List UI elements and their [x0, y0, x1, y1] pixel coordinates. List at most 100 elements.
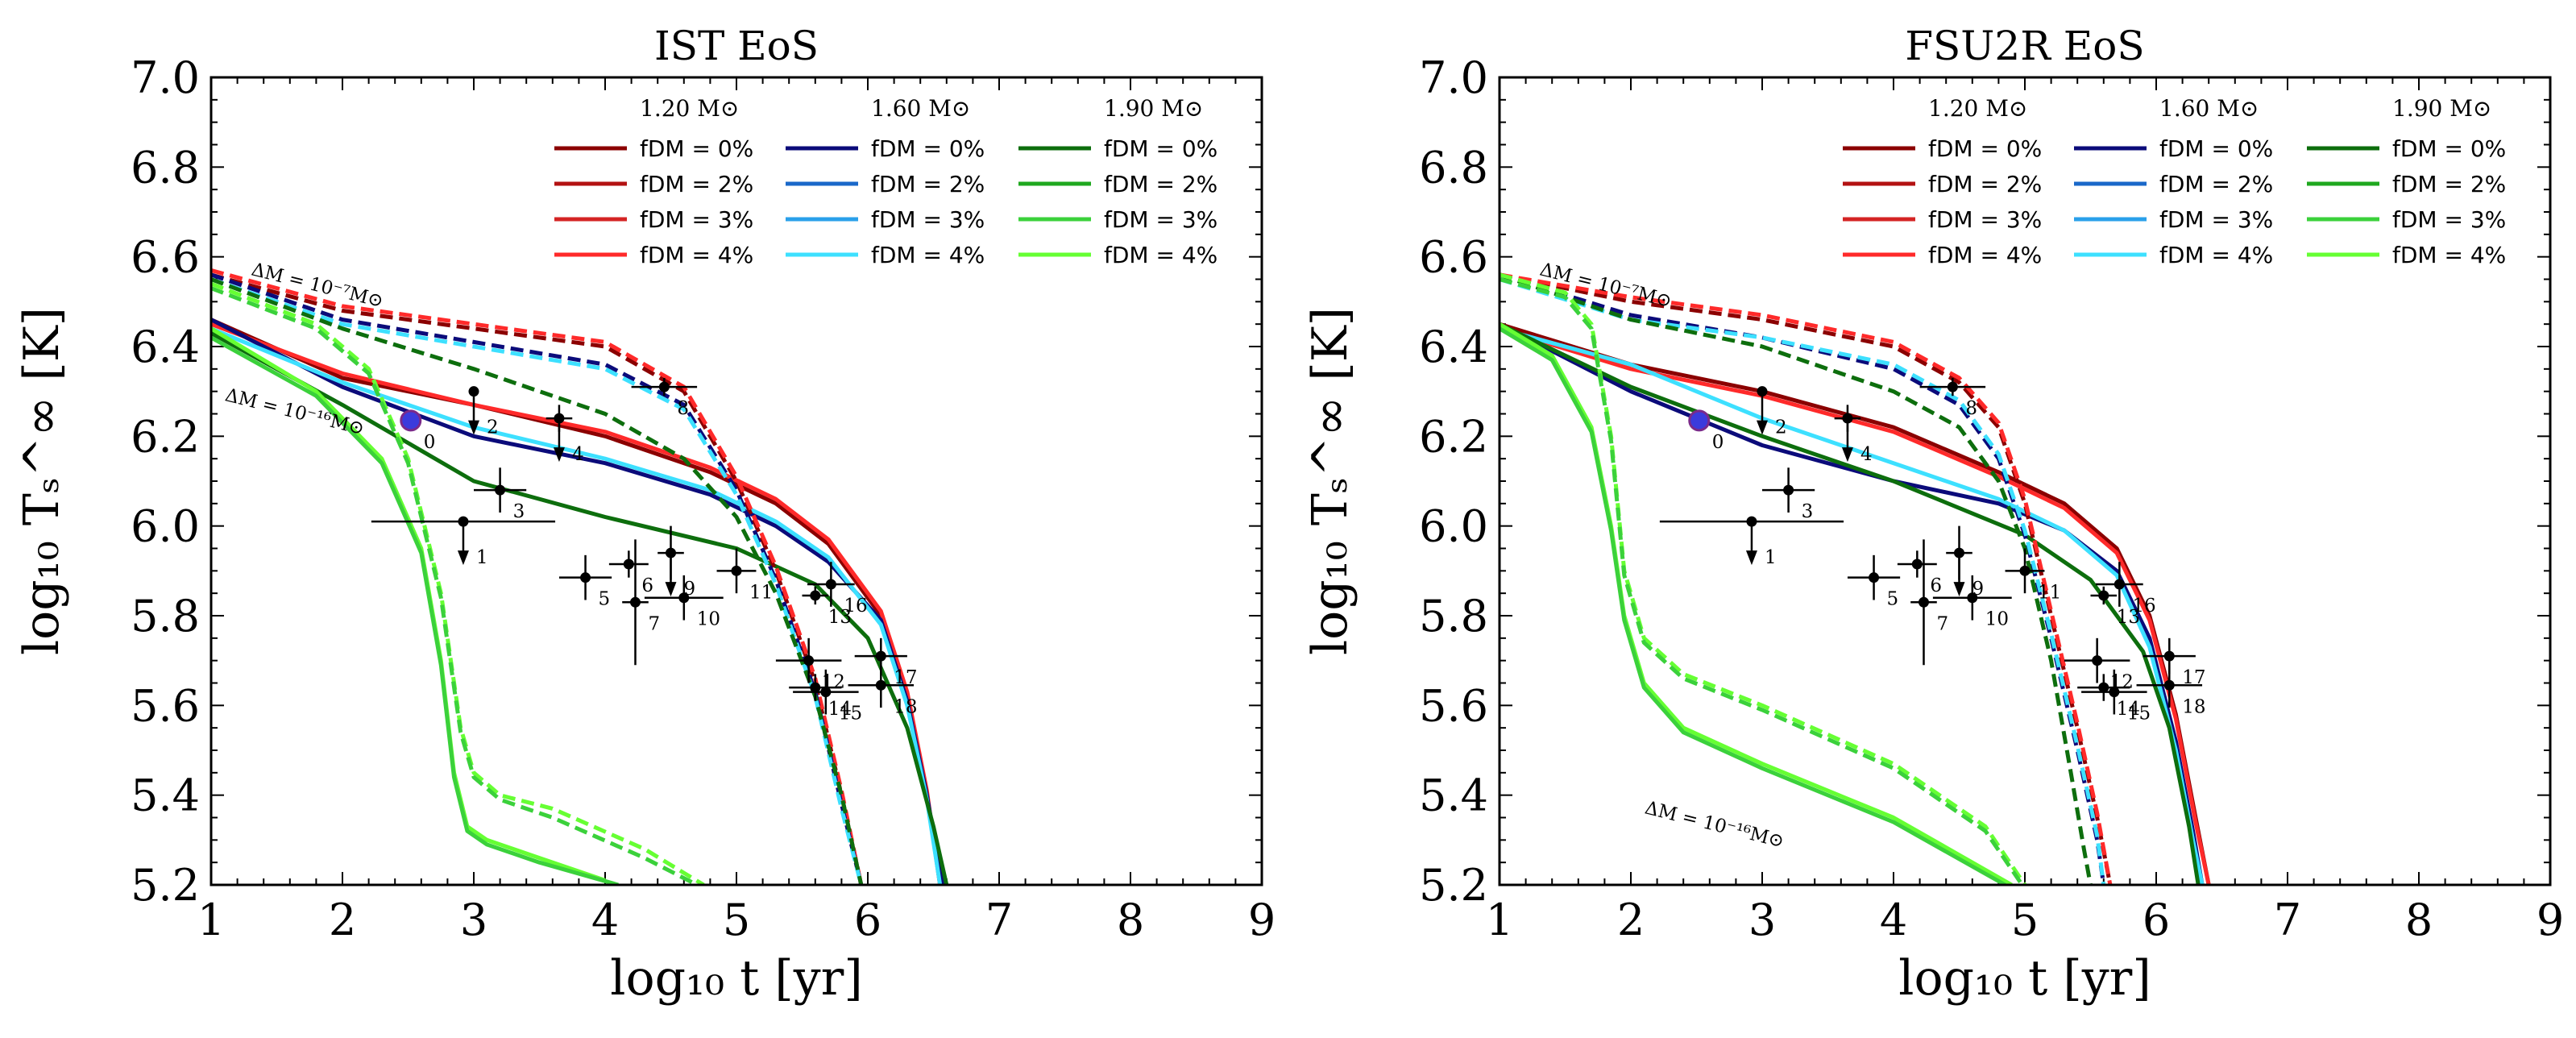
- point-marker: [2163, 650, 2175, 662]
- point-marker: [2098, 590, 2109, 601]
- point-marker: [2092, 655, 2103, 666]
- y-tick-label: 5.4: [1419, 770, 1488, 821]
- data-point: 5: [558, 554, 612, 610]
- point-label: 8: [677, 398, 689, 419]
- point-marker: [875, 650, 886, 662]
- point-label: 18: [2182, 696, 2205, 717]
- delta-m-annotation: ΔM = 10⁻¹⁶M⊙: [223, 384, 367, 439]
- series-line: [1500, 326, 2006, 885]
- point-marker: [2098, 682, 2109, 693]
- y-tick-label: 6.8: [131, 142, 200, 193]
- point-label: 5: [1887, 589, 1899, 610]
- legend-label: fDM = 2%: [640, 171, 753, 197]
- data-point: 14: [789, 674, 852, 720]
- point-label: 0: [424, 432, 436, 453]
- legend-label: fDM = 0%: [640, 135, 753, 162]
- series-line: [1500, 272, 2113, 885]
- legend-label: fDM = 3%: [1104, 206, 1217, 233]
- data-point: 8: [631, 377, 698, 419]
- data-point: 16: [2096, 562, 2156, 617]
- y-tick-label: 5.8: [131, 591, 200, 641]
- upper-limit-arrow-head: [1745, 550, 1757, 566]
- plot-frame: [209, 76, 1263, 886]
- point-marker: [678, 592, 690, 604]
- data-point: 7: [622, 539, 660, 666]
- legend-header: 1.90 M⊙: [1104, 95, 1203, 122]
- point-marker: [2019, 565, 2031, 576]
- data-point: 9: [1946, 525, 1984, 600]
- point-label: 4: [1860, 444, 1873, 465]
- data-point: 6: [608, 550, 653, 596]
- panel-1: IST EoS 1 2 3 4 5 6 7 8 9 5.2 5.4 5.6 5.8 6.0 6.2 6.4 6.6…: [14, 23, 1276, 1007]
- chart-title: FSU2R EoS: [1905, 23, 2144, 69]
- point-marker: [400, 409, 422, 432]
- legend-header: 1.60 M⊙: [871, 95, 970, 122]
- legend-label: fDM = 0%: [1104, 135, 1217, 162]
- point-label: 13: [2117, 607, 2140, 628]
- point-marker: [1967, 592, 1978, 604]
- x-tick-label: 6: [2143, 895, 2170, 945]
- point-marker: [820, 687, 832, 698]
- data-point: 15: [793, 669, 862, 725]
- chart-title: IST EoS: [654, 23, 819, 69]
- x-tick-label: 9: [2537, 895, 2564, 945]
- y-tick-label: 6.2: [131, 411, 200, 462]
- legend-label: fDM = 0%: [2392, 135, 2506, 162]
- legend-label: fDM = 2%: [2159, 171, 2273, 197]
- point-marker: [810, 682, 821, 693]
- point-label: 6: [1930, 575, 1942, 596]
- point-label: 11: [2038, 582, 2061, 603]
- x-axis-label: log₁₀ t [yr]: [1898, 950, 2151, 1007]
- upper-limit-arrow-head: [665, 582, 677, 597]
- point-label: 15: [839, 704, 862, 725]
- point-label: 0: [1712, 432, 1724, 453]
- upper-limit-arrow-head: [468, 420, 479, 435]
- series-line: [1500, 272, 2027, 885]
- point-marker: [495, 484, 506, 496]
- point-label: 3: [513, 501, 525, 522]
- point-label: 10: [1985, 609, 2009, 630]
- data-point: 3: [1762, 467, 1815, 522]
- data-point: 3: [474, 467, 527, 522]
- legend-label: fDM = 3%: [2392, 206, 2506, 233]
- point-marker: [810, 590, 821, 601]
- legend-label: fDM = 4%: [1104, 242, 1217, 268]
- point-marker: [1947, 381, 1958, 392]
- x-tick-label: 8: [1117, 895, 1144, 945]
- series-line: [211, 335, 619, 885]
- point-label: 1: [476, 547, 488, 568]
- legend-label: fDM = 4%: [871, 242, 985, 268]
- series-line: [1500, 326, 2211, 885]
- series-line: [211, 277, 864, 885]
- data-point: 14: [2077, 674, 2140, 720]
- x-tick-label: 5: [723, 895, 750, 945]
- data-point: 4: [545, 405, 584, 465]
- legend-header: 1.20 M⊙: [640, 95, 739, 122]
- data-point: 11: [2005, 548, 2061, 603]
- series-line: [211, 286, 699, 885]
- data-point: 0: [1688, 409, 1724, 453]
- upper-limit-arrow-head: [1953, 582, 1965, 597]
- data-point: 6: [1897, 550, 1942, 596]
- x-tick-label: 7: [2274, 895, 2301, 945]
- tick-marks: [1499, 77, 2551, 886]
- point-marker: [1746, 516, 1757, 527]
- point-label: 1: [1765, 547, 1777, 568]
- data-point: 12: [2064, 637, 2134, 693]
- y-tick-label: 5.6: [1419, 680, 1488, 731]
- point-label: 7: [1936, 613, 1948, 634]
- y-tick-label: 5.2: [1419, 860, 1488, 911]
- data-point: 10: [1932, 575, 2012, 630]
- legend-label: fDM = 3%: [640, 206, 753, 233]
- legend-label: fDM = 4%: [2159, 242, 2273, 268]
- legend-header: 1.90 M⊙: [2392, 95, 2491, 122]
- x-tick-label: 2: [1617, 895, 1645, 945]
- x-tick-label: 7: [985, 895, 1013, 945]
- point-marker: [623, 558, 634, 570]
- plot-frame: [1498, 76, 2552, 886]
- upper-limit-arrow-head: [457, 550, 469, 566]
- point-label: 16: [2132, 596, 2155, 617]
